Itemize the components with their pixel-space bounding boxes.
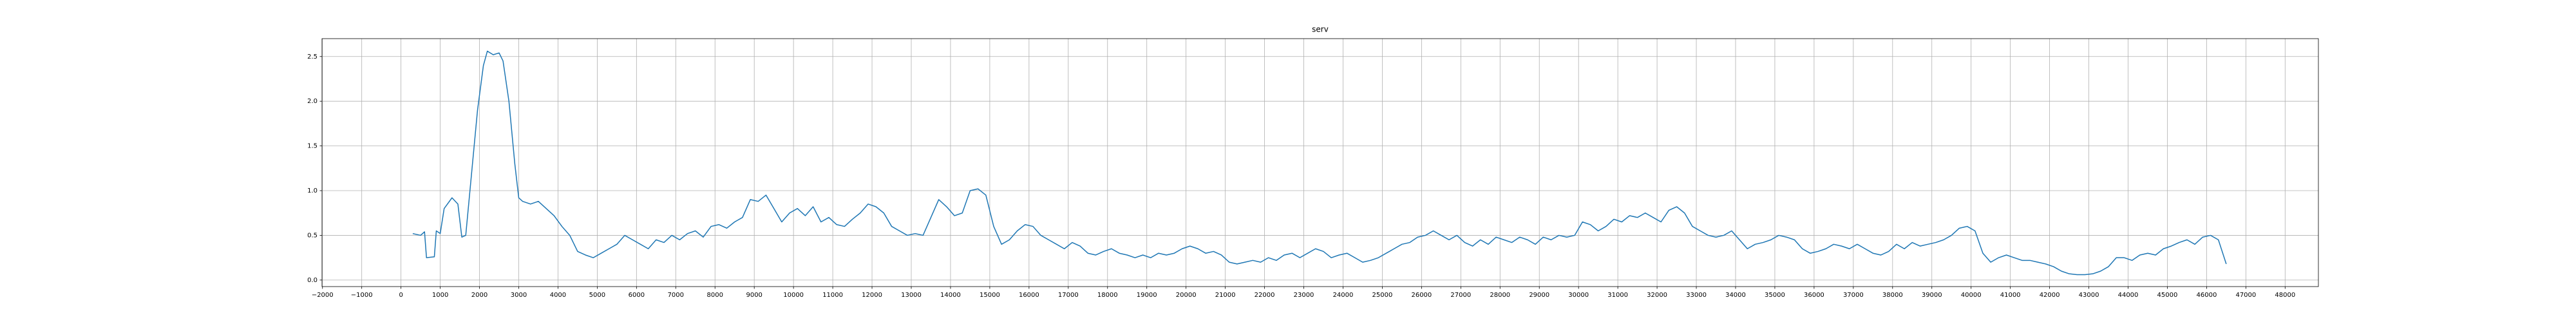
plot-frame	[321, 38, 2319, 287]
x-tick-label: 5000	[589, 292, 605, 299]
x-tick-label: 0	[399, 292, 402, 299]
x-tick-label: 15000	[980, 292, 1000, 299]
x-tick-label: 10000	[783, 292, 804, 299]
x-tick-label: 18000	[1097, 292, 1118, 299]
x-tick-label: 44000	[2118, 292, 2139, 299]
data-line	[412, 50, 2227, 276]
x-tick-label: 35000	[1765, 292, 1785, 299]
x-tick-label: 2000	[471, 292, 488, 299]
x-tick-label: −1000	[351, 292, 373, 299]
x-tick-label: 45000	[2157, 292, 2178, 299]
x-tick-label: 33000	[1686, 292, 1707, 299]
x-tick-label: −2000	[312, 292, 334, 299]
x-tick-label: 7000	[668, 292, 684, 299]
x-tick-label: 24000	[1333, 292, 1354, 299]
x-tick-label: 4000	[550, 292, 566, 299]
x-tick-label: 19000	[1137, 292, 1157, 299]
x-tick-label: 34000	[1725, 292, 1746, 299]
x-tick-label: 29000	[1529, 292, 1549, 299]
x-tick-label: 39000	[1922, 292, 1942, 299]
x-tick-label: 31000	[1607, 292, 1628, 299]
x-tick-label: 17000	[1058, 292, 1079, 299]
x-tick-label: 32000	[1647, 292, 1667, 299]
x-tick-label: 36000	[1804, 292, 1824, 299]
x-tick-label: 25000	[1372, 292, 1393, 299]
x-tick-label: 37000	[1843, 292, 1864, 299]
y-tick-label: 0.0	[307, 277, 317, 284]
x-tick-label: 8000	[707, 292, 723, 299]
x-tick-label: 6000	[629, 292, 645, 299]
x-tick-label: 28000	[1490, 292, 1510, 299]
x-tick-label: 43000	[2079, 292, 2099, 299]
x-tick-label: 3000	[511, 292, 527, 299]
x-tick-label: 48000	[2275, 292, 2295, 299]
x-tick-label: 42000	[2040, 292, 2060, 299]
y-tick-label: 2.0	[307, 98, 317, 105]
x-tick-label: 38000	[1882, 292, 1903, 299]
y-tick-label: 1.0	[307, 187, 317, 194]
x-tick-label: 46000	[2197, 292, 2217, 299]
x-tick-label: 20000	[1176, 292, 1197, 299]
x-tick-label: 40000	[1961, 292, 1982, 299]
x-tick-label: 27000	[1450, 292, 1471, 299]
x-tick-label: 41000	[2000, 292, 2021, 299]
y-tick-label: 2.5	[307, 53, 317, 61]
x-tick-label: 12000	[862, 292, 882, 299]
y-tick-label: 1.5	[307, 143, 317, 150]
x-tick-label: 22000	[1255, 292, 1275, 299]
x-tick-label: 23000	[1294, 292, 1314, 299]
x-tick-label: 13000	[901, 292, 922, 299]
x-tick-label: 16000	[1019, 292, 1039, 299]
x-tick-label: 1000	[432, 292, 448, 299]
x-tick-label: 9000	[746, 292, 762, 299]
chart-title: serv	[1312, 25, 1329, 34]
x-tick-label: 14000	[940, 292, 961, 299]
x-tick-label: 30000	[1568, 292, 1589, 299]
x-tick-label: 47000	[2235, 292, 2256, 299]
y-tick-label: 0.5	[307, 232, 317, 239]
x-tick-label: 26000	[1411, 292, 1432, 299]
x-tick-label: 11000	[822, 292, 843, 299]
x-tick-label: 21000	[1215, 292, 1236, 299]
